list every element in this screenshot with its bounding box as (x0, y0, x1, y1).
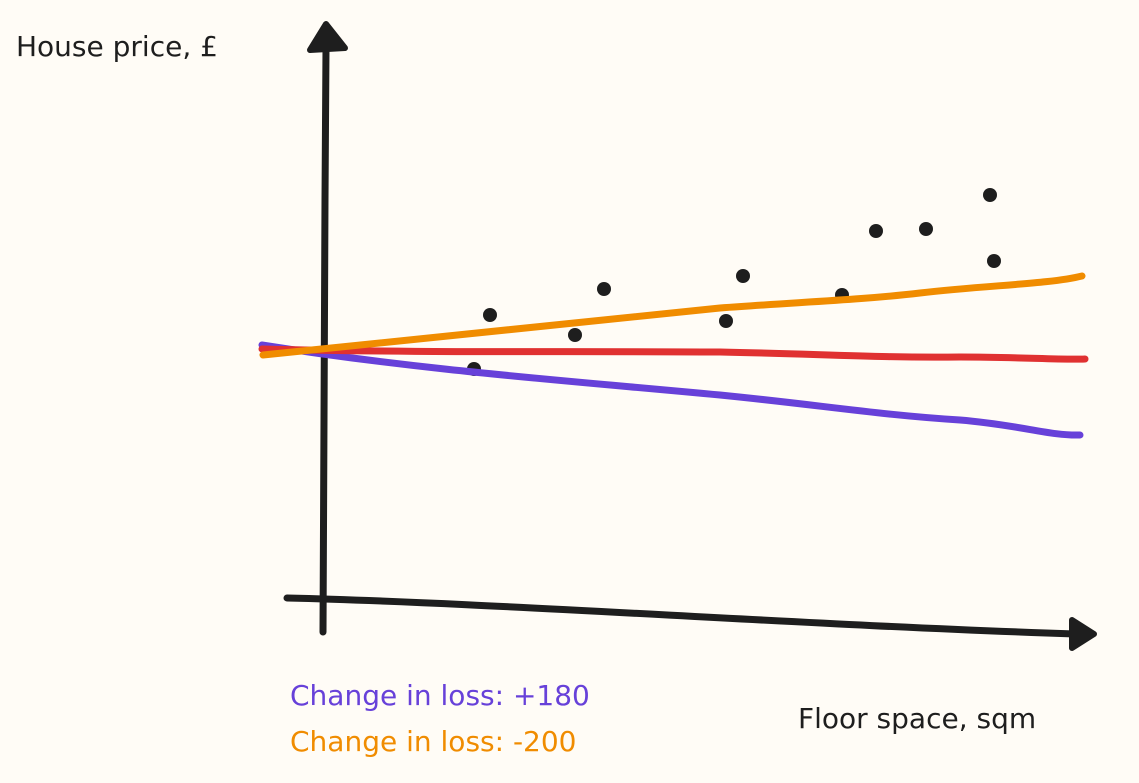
orange-loss-annotation: Change in loss: -200 (290, 725, 577, 758)
data-points (467, 188, 1001, 376)
data-point (483, 308, 497, 322)
data-point (983, 188, 997, 202)
data-point (987, 254, 1001, 268)
purple-loss-annotation: Change in loss: +180 (290, 679, 590, 712)
purple-fit-line (258, 341, 1084, 439)
x-axis-arrowhead (1069, 617, 1097, 651)
data-point (869, 224, 883, 238)
data-point (919, 222, 933, 236)
y-axis (319, 44, 330, 636)
data-point (568, 328, 582, 342)
x-axis (283, 594, 1079, 638)
orange-fit-line (259, 272, 1086, 359)
data-point (597, 282, 611, 296)
y-axis-arrowhead (307, 21, 348, 53)
data-point (736, 269, 750, 283)
x-axis-label: Floor space, sqm (798, 702, 1036, 735)
data-point (719, 314, 733, 328)
red-fit-line (258, 345, 1089, 363)
y-axis-label: House price, £ (16, 30, 218, 63)
